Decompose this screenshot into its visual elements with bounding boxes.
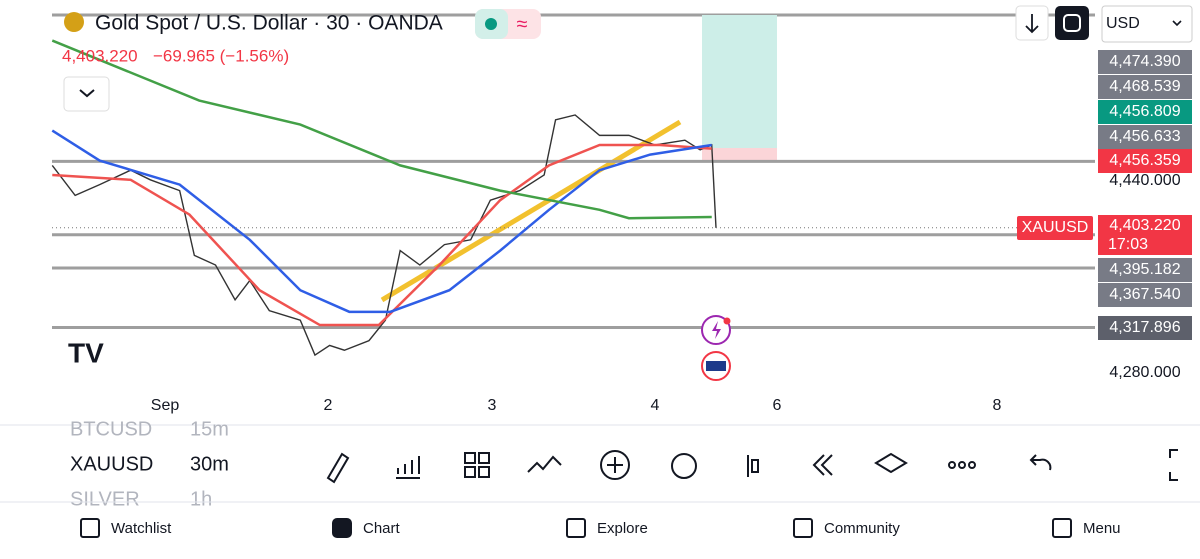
price-tag bbox=[1098, 316, 1192, 340]
templates-tool[interactable] bbox=[464, 452, 490, 478]
chevron bbox=[1172, 20, 1182, 27]
price-tag-label: 4,456.633 bbox=[1109, 128, 1180, 145]
price-tag-label: 4,395.182 bbox=[1109, 261, 1180, 278]
nav-icon bbox=[80, 518, 100, 538]
price-tag-label: 4,468.539 bbox=[1109, 78, 1180, 95]
bolt bbox=[712, 321, 721, 339]
price-tag-label: 4,317.896 bbox=[1109, 319, 1180, 336]
trend-line bbox=[380, 119, 682, 303]
countdown: 17:03 bbox=[1108, 236, 1148, 253]
symbol-tag-label: XAUUSD bbox=[1022, 219, 1089, 236]
x-tick-label: 2 bbox=[324, 397, 333, 414]
market-dot bbox=[485, 18, 497, 30]
nav-item[interactable]: Menu bbox=[1083, 520, 1121, 537]
symbol-icon bbox=[64, 12, 84, 32]
nav-item[interactable]: Community bbox=[824, 520, 900, 537]
watch-symbol[interactable]: XAUUSD bbox=[70, 453, 153, 475]
price-tag-label: 4,367.540 bbox=[1109, 286, 1180, 303]
profit-zone bbox=[702, 15, 777, 148]
symbol-tag bbox=[1017, 216, 1093, 240]
dot bbox=[723, 317, 731, 325]
expand[interactable] bbox=[1169, 449, 1192, 481]
indicators-tool[interactable] bbox=[396, 456, 420, 479]
nav-item[interactable]: Chart bbox=[363, 520, 401, 537]
nav-icon bbox=[793, 518, 813, 538]
price-tag-label: 4,456.359 bbox=[1109, 152, 1180, 169]
price-change: −69.965 (−1.56%) bbox=[153, 46, 289, 65]
draw-tool[interactable] bbox=[326, 452, 350, 484]
price-tag bbox=[1098, 100, 1192, 124]
flag bbox=[706, 361, 726, 371]
nav-item[interactable]: Explore bbox=[597, 520, 648, 537]
watch-interval: 30m bbox=[190, 453, 229, 475]
x-tick-label: 3 bbox=[488, 397, 497, 414]
add-tool[interactable] bbox=[600, 450, 630, 480]
symbol-title: Gold Spot / U.S. Dollar · 30 · OANDA bbox=[95, 12, 443, 35]
price-tag bbox=[1098, 149, 1192, 173]
price-line bbox=[51, 39, 712, 220]
arrow-icon bbox=[1025, 14, 1039, 34]
compare-tool[interactable] bbox=[527, 455, 562, 473]
price-line bbox=[51, 129, 712, 314]
price-tag bbox=[1098, 258, 1192, 282]
price-tag bbox=[1098, 283, 1192, 307]
watch-interval: 1h bbox=[190, 488, 212, 510]
price-tag bbox=[1098, 50, 1192, 74]
y-tick-label: 4,280.000 bbox=[1109, 364, 1180, 381]
x-tick-label: Sep bbox=[151, 397, 180, 414]
watch-interval: 15m bbox=[190, 418, 229, 440]
watch-symbol[interactable]: BTCUSD bbox=[70, 418, 152, 440]
currency-select[interactable] bbox=[1101, 5, 1193, 43]
x-tick-label: 6 bbox=[773, 397, 782, 414]
price-line bbox=[52, 143, 712, 327]
chart-bg bbox=[0, 0, 1200, 425]
alert-tool[interactable] bbox=[671, 453, 697, 479]
price-tag-label: 4,456.809 bbox=[1109, 103, 1180, 120]
currency: USD bbox=[1106, 15, 1140, 32]
x-tick-label: 8 bbox=[993, 397, 1002, 414]
nav-item[interactable]: Watchlist bbox=[111, 520, 172, 537]
price-tag bbox=[1098, 75, 1192, 99]
replay-tool[interactable] bbox=[812, 454, 833, 476]
price-tag-label: 4,474.390 bbox=[1109, 53, 1180, 70]
nav-icon bbox=[332, 518, 352, 538]
price-tag-label: 4,403.220 bbox=[1109, 217, 1180, 234]
last-price: 4,403.220 bbox=[62, 46, 138, 65]
price-tag bbox=[1098, 215, 1192, 255]
price-tag bbox=[1098, 125, 1192, 149]
nav-icon bbox=[1052, 518, 1072, 538]
nav-icon bbox=[566, 518, 586, 538]
loss-zone bbox=[702, 148, 777, 162]
fullscreen-button[interactable] bbox=[1055, 6, 1089, 40]
chevron bbox=[79, 89, 95, 98]
watch-symbol[interactable]: SILVER bbox=[70, 488, 140, 510]
y-tick-label: 4,440.000 bbox=[1109, 172, 1180, 189]
square-icon bbox=[1063, 14, 1081, 32]
chart-type-tool[interactable] bbox=[747, 455, 759, 477]
layers-tool[interactable] bbox=[874, 452, 908, 474]
delay-icon: ≈ bbox=[517, 13, 528, 35]
undo[interactable] bbox=[1029, 454, 1052, 471]
collapse-button[interactable] bbox=[63, 76, 110, 112]
logo: TV bbox=[68, 337, 104, 368]
x-tick-label: 4 bbox=[651, 397, 660, 414]
